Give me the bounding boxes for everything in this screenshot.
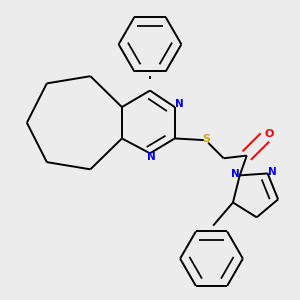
Text: N: N: [231, 169, 240, 179]
Text: N: N: [147, 152, 156, 162]
Text: N: N: [175, 99, 184, 110]
Text: S: S: [202, 134, 210, 144]
Text: O: O: [264, 129, 274, 139]
Text: N: N: [268, 167, 276, 177]
